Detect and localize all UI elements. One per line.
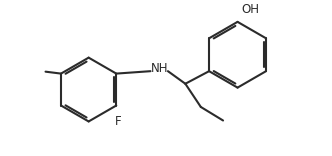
Text: F: F (115, 115, 122, 128)
Text: NH: NH (150, 62, 168, 75)
Text: OH: OH (241, 3, 259, 16)
